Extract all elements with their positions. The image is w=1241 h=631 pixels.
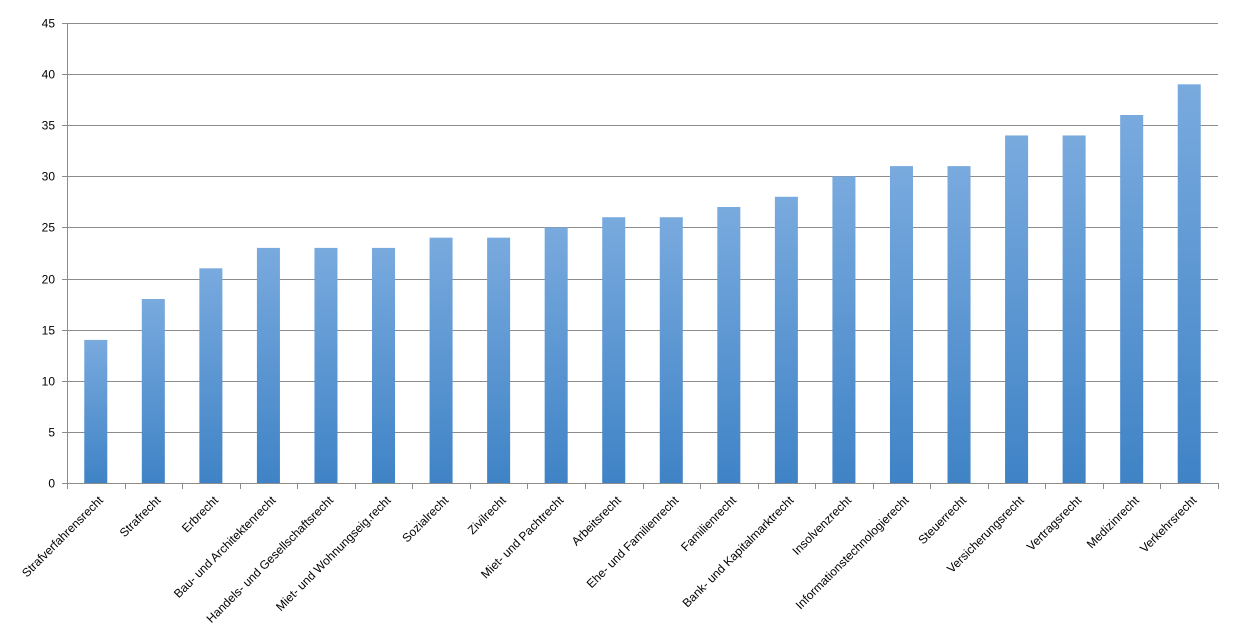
x-tick-label: Insolvenzrecht [789, 493, 854, 558]
x-tick-label: Vertragsrecht [1024, 493, 1085, 554]
x-tick-label: Informationstechnologierecht [793, 493, 912, 612]
bar [774, 196, 798, 483]
bar [717, 207, 741, 483]
x-tick-label: Miet- und Wohnungseig.recht [273, 493, 394, 614]
bar [659, 217, 683, 483]
bar [602, 217, 626, 483]
x-tick-label: Bau- und Architektenrecht [171, 493, 279, 601]
x-tick-label: Erbrecht [179, 493, 221, 535]
bar [199, 268, 223, 483]
y-tick-label: 15 [42, 324, 56, 338]
y-tick-label: 30 [42, 170, 56, 184]
y-tick-label: 20 [42, 273, 56, 287]
x-axis [67, 23, 1219, 489]
x-tick-label: Strafrecht [117, 493, 164, 540]
y-tick-label: 10 [42, 375, 56, 389]
x-tick-label: Verkehrsrecht [1137, 493, 1200, 556]
bar [889, 166, 913, 483]
gridlines [62, 23, 1218, 484]
bar [947, 166, 971, 483]
x-tick-label: Medizinrecht [1084, 493, 1142, 551]
y-tick-label: 40 [42, 68, 56, 82]
bar [487, 237, 511, 483]
bar [429, 237, 453, 483]
x-tick-label: Zivilrecht [465, 493, 509, 537]
bar [314, 247, 338, 483]
x-tick-label: Strafverfahrensrecht [19, 493, 106, 580]
x-tick-label: Arbeitsrecht [569, 493, 625, 549]
x-axis-labels: Strafverfahrensrecht Strafrecht ErbrechtBa… [19, 493, 1200, 626]
y-tick-label: 0 [48, 477, 55, 491]
bar [832, 176, 856, 484]
bar [84, 339, 108, 483]
x-tick-label: Bank- und Kapitalmarktrecht [680, 493, 797, 610]
x-tick-label: Steuerrecht [915, 493, 969, 547]
bar [1120, 115, 1144, 483]
bar [1177, 84, 1201, 483]
bar [1005, 135, 1029, 483]
y-tick-label: 35 [42, 119, 56, 133]
y-tick-label: 25 [42, 221, 56, 235]
bar [256, 247, 280, 483]
bar [544, 227, 568, 483]
bar [372, 247, 396, 483]
x-tick-label: Sozialrecht [399, 493, 451, 545]
y-tick-label: 45 [42, 17, 56, 31]
bar [141, 299, 165, 483]
bar [1062, 135, 1086, 483]
y-axis: 0 5 10 15 20 25 30 35 40 45 [42, 17, 56, 491]
x-tick-label: Familienrecht [678, 493, 739, 554]
y-tick-label: 5 [48, 426, 55, 440]
bars [84, 84, 1201, 484]
